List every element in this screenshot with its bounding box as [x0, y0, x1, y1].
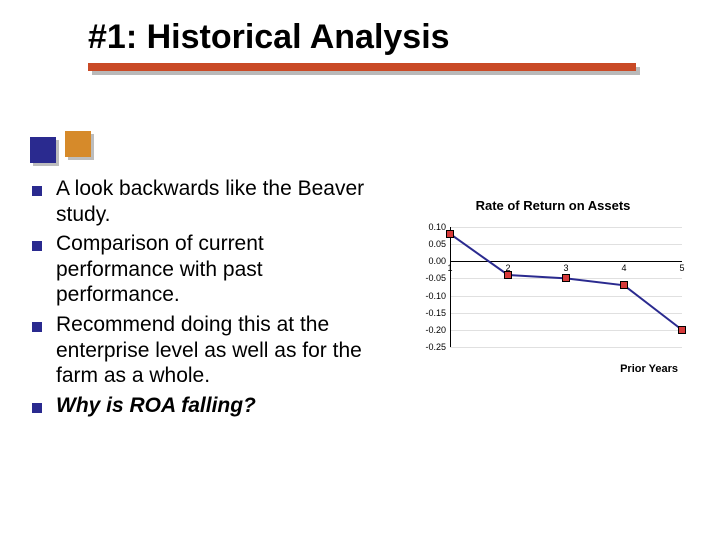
bullet-text: Why is ROA falling?	[56, 393, 256, 419]
chart-xtick-label: 2	[498, 263, 518, 273]
bullet-square-icon	[32, 322, 42, 332]
chart-ytick-label: -0.15	[414, 308, 446, 318]
chart-data-marker	[562, 274, 570, 282]
slide-title: #1: Historical Analysis	[88, 18, 690, 57]
chart-data-marker	[446, 230, 454, 238]
chart-xtick-label: 5	[672, 263, 692, 273]
chart-xtick-label: 1	[440, 263, 460, 273]
bullet-list: A look backwards like the Beaver study.C…	[32, 176, 382, 422]
list-item: Comparison of current performance with p…	[32, 231, 382, 308]
chart-data-marker	[620, 281, 628, 289]
title-underline	[88, 63, 636, 79]
chart-ytick-label: -0.25	[414, 342, 446, 352]
bullet-square-icon	[32, 403, 42, 413]
bullet-square-icon	[32, 241, 42, 251]
list-item: A look backwards like the Beaver study.	[32, 176, 382, 227]
chart-ytick-label: 0.05	[414, 239, 446, 249]
chart-xtick-label: 3	[556, 263, 576, 273]
chart-ytick-label: 0.10	[414, 222, 446, 232]
bullet-text: Comparison of current performance with p…	[56, 231, 382, 308]
chart-title: Rate of Return on Assets	[408, 198, 698, 213]
chart-ytick-label: -0.20	[414, 325, 446, 335]
bullet-text: A look backwards like the Beaver study.	[56, 176, 382, 227]
chart-xtick-label: 4	[614, 263, 634, 273]
chart-data-marker	[678, 326, 686, 334]
bullet-text: Recommend doing this at the enterprise l…	[56, 312, 382, 389]
bullet-square-icon	[32, 186, 42, 196]
chart-ytick-label: -0.05	[414, 273, 446, 283]
chart-ytick-label: -0.10	[414, 291, 446, 301]
roa-chart: Rate of Return on Assets 0.100.050.00-0.…	[408, 198, 698, 375]
corner-squares-decor	[18, 128, 104, 152]
chart-x-axis-label: Prior Years	[408, 363, 698, 375]
list-item: Why is ROA falling?	[32, 393, 382, 419]
list-item: Recommend doing this at the enterprise l…	[32, 312, 382, 389]
